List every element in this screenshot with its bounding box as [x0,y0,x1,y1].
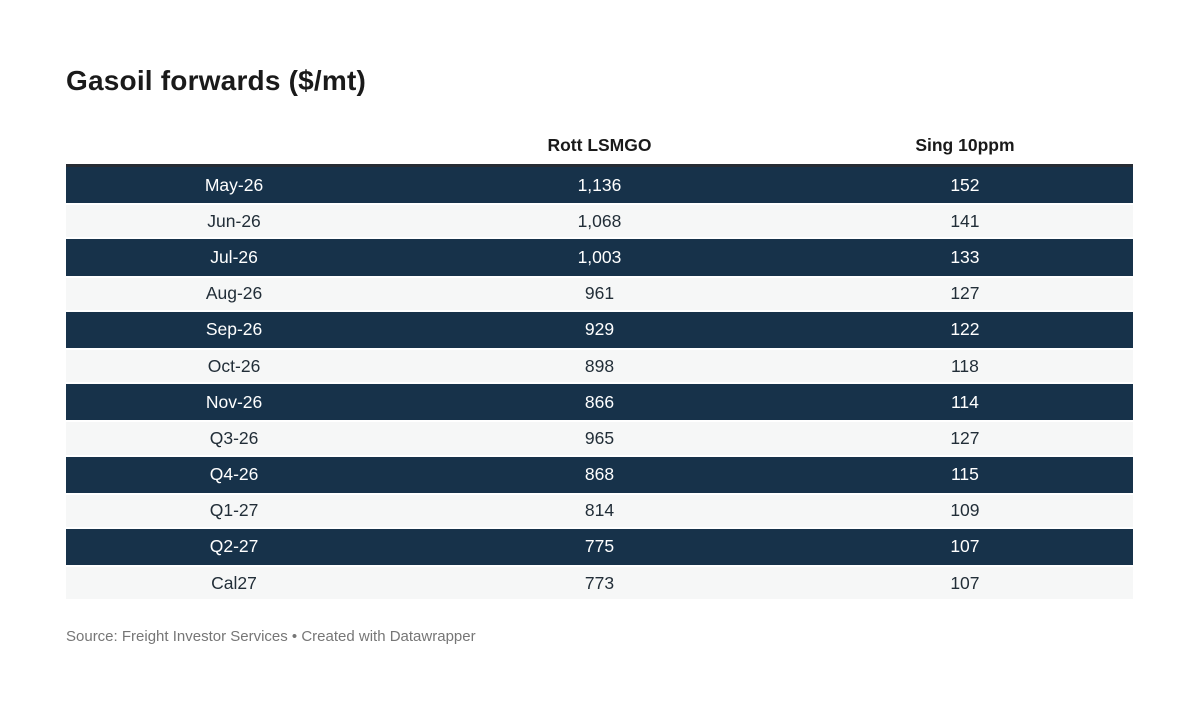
table-row: Q4-26 868 115 [66,456,1133,493]
sing-10ppm-cell: 127 [950,427,980,448]
sing-10ppm-cell: 127 [950,283,980,304]
rott-lsmgo-cell: 1,136 [577,174,622,195]
sing-10ppm-cell: 152 [950,174,980,195]
period-cell: Jun-26 [207,210,261,231]
period-cell: Jul-26 [210,246,258,267]
rott-lsmgo-cell: 773 [584,572,615,593]
rott-lsmgo-cell: 898 [584,355,615,376]
rott-lsmgo-cell: 814 [584,500,615,521]
table-row: Oct-26 898 118 [66,347,1133,385]
sing-10ppm-cell: 115 [950,464,979,485]
sing-10ppm-cell: 109 [950,500,980,521]
sing-10ppm-cell: 133 [950,246,980,267]
period-cell: Sep-26 [205,319,263,340]
table-row: Jul-26 1,003 133 [66,239,1133,276]
period-cell: Q2-27 [209,536,259,557]
sing-10ppm-cell: 141 [950,210,980,231]
table-row: Sep-26 929 122 [66,311,1133,348]
period-cell: Q3-26 [209,427,259,448]
rott-lsmgo-cell: 929 [584,319,615,340]
column-header-sing-10ppm: Sing 10ppm [915,135,1015,155]
period-cell: Q1-27 [209,500,259,521]
period-cell: Oct-26 [207,355,261,376]
table-row: Q3-26 965 127 [66,420,1133,457]
table-row: Aug-26 961 127 [66,275,1133,312]
column-header-rott-lsmgo: Rott LSMGO [547,135,652,155]
sing-10ppm-cell: 122 [950,319,980,340]
sing-10ppm-cell: 114 [950,391,979,412]
rott-lsmgo-cell: 961 [584,283,615,304]
table-row: Jun-26 1,068 141 [66,203,1133,240]
sing-10ppm-cell: 118 [950,355,979,376]
period-cell: Nov-26 [205,391,263,412]
period-cell: May-26 [204,174,264,195]
chart-container: Gasoil forwards ($/mt) Rott LSMGO Sing 1… [66,0,1133,646]
chart-title: Gasoil forwards ($/mt) [66,65,367,96]
period-cell: Cal27 [211,572,257,593]
forwards-table: May-26 1,136 152 Jun-26 1,068 141 Jul-26 1,003 1… [66,164,1133,602]
sing-10ppm-cell: 107 [950,572,980,593]
rott-lsmgo-cell: 775 [584,536,615,557]
rott-lsmgo-cell: 965 [584,427,615,448]
table-row: Q1-27 814 109 [66,492,1133,529]
table-row: May-26 1,136 152 [66,167,1133,204]
source-attribution: Source: Freight Investor Services • Crea… [66,628,476,646]
rott-lsmgo-cell: 1,068 [577,210,622,231]
rott-lsmgo-cell: 1,003 [577,246,622,267]
table-row: Q2-27 775 107 [66,528,1133,566]
sing-10ppm-cell: 107 [950,536,980,557]
period-cell: Aug-26 [205,283,263,304]
rott-lsmgo-cell: 868 [584,464,615,485]
table-row: Nov-26 866 114 [66,384,1133,421]
period-cell: Q4-26 [209,464,259,485]
table-header-row: Rott LSMGO Sing 10ppm [66,102,1133,164]
rott-lsmgo-cell: 866 [584,391,615,412]
table-row: Cal27 773 107 [66,565,1133,602]
